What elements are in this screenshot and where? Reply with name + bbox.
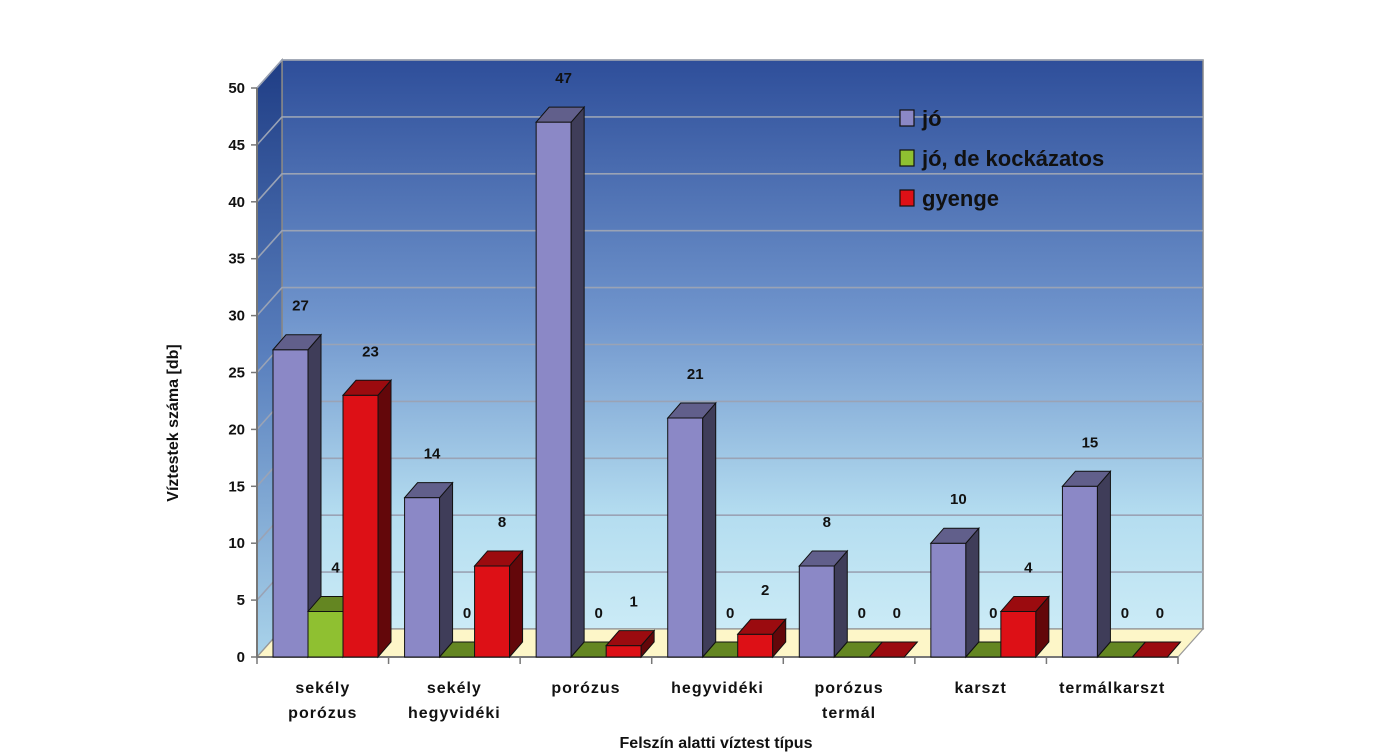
bars <box>271 105 1182 659</box>
y-tick-label: 5 <box>237 592 245 609</box>
y-tick-label: 30 <box>228 308 245 325</box>
y-axis-title: Víztestek száma [db] <box>165 344 182 501</box>
bar-3-top <box>341 379 393 396</box>
data-label: 0 <box>1156 605 1164 622</box>
x-tick-label: termálkarszt <box>1059 680 1165 697</box>
data-label: 0 <box>893 605 901 622</box>
bar-1 <box>1061 485 1098 658</box>
bar-1 <box>535 121 572 658</box>
x-tick-label: hegyvidéki <box>408 705 501 722</box>
legend-swatch <box>899 109 915 127</box>
bar-1-side <box>1096 469 1111 659</box>
bar-1 <box>667 417 704 658</box>
x-tick-label: hegyvidéki <box>671 680 764 697</box>
bar-3-side <box>509 549 524 659</box>
bar-3-top <box>473 550 524 567</box>
bar-1 <box>404 497 441 658</box>
bar-1-side <box>702 401 717 659</box>
data-label: 10 <box>950 491 967 508</box>
bar-1-top <box>1061 470 1112 487</box>
bar-1 <box>272 349 309 658</box>
bar-3-top <box>999 595 1050 612</box>
bar-2 <box>307 610 344 658</box>
bar-1-top <box>798 550 849 567</box>
legend: jó jó, de kockázatos gyenge <box>899 106 1104 211</box>
bar-1-top <box>403 482 454 499</box>
data-label: 0 <box>989 605 997 622</box>
y-tick-label: 25 <box>228 365 245 382</box>
bar-3-top <box>605 630 656 647</box>
x-tick-label: porózus <box>288 705 357 722</box>
data-label: 4 <box>331 559 340 576</box>
bar-3 <box>474 565 511 658</box>
bar-3 <box>605 645 642 658</box>
bar-1-side <box>833 549 848 659</box>
y-tick-label: 10 <box>228 535 245 552</box>
legend-swatch <box>899 149 915 167</box>
y-tick-label: 15 <box>228 478 245 495</box>
bar-3-top <box>868 641 919 658</box>
bar-3 <box>737 633 774 658</box>
gridline <box>256 59 1203 89</box>
gridline <box>256 116 1203 146</box>
x-tick-label: porózus <box>814 680 883 697</box>
data-label: 0 <box>726 605 734 622</box>
legend-label: jó, de kockázatos <box>921 146 1104 171</box>
bar-1-side <box>439 481 454 659</box>
x-tick-label: sekély <box>295 680 350 697</box>
y-tick-label: 45 <box>228 137 245 154</box>
data-label: 2 <box>761 582 769 599</box>
gridline <box>256 286 1203 317</box>
data-labels: 27 4 23 14 0 8 47 0 1 21 0 2 8 0 0 10 0 4 15 0 0 <box>292 70 1164 622</box>
y-tick-label: 50 <box>228 80 245 97</box>
data-label: 0 <box>463 605 471 622</box>
data-label: 1 <box>629 594 637 611</box>
bar-3-side <box>377 378 392 659</box>
data-label: 15 <box>1082 434 1099 451</box>
y-tick-label: 0 <box>237 649 245 666</box>
data-label: 47 <box>555 70 572 87</box>
data-label: 21 <box>687 366 704 383</box>
y-tick-label: 40 <box>228 194 245 211</box>
data-label: 14 <box>424 446 441 463</box>
legend-swatch <box>899 189 915 207</box>
legend-label: gyenge <box>922 186 999 211</box>
data-label: 0 <box>1121 605 1129 622</box>
legend-label: jó <box>921 106 942 131</box>
data-label: 0 <box>858 605 866 622</box>
bar-1-side <box>570 105 585 659</box>
bar-1 <box>798 565 835 658</box>
bar-1-top <box>535 106 586 123</box>
bar-3-top <box>1131 641 1182 658</box>
bar-1-side <box>965 526 980 659</box>
x-tick-label: karszt <box>955 680 1007 697</box>
gridline <box>256 173 1203 203</box>
data-label: 0 <box>594 605 602 622</box>
gridline <box>256 229 1203 260</box>
bar-1-top <box>666 402 717 419</box>
bar-3 <box>342 394 379 658</box>
data-label: 8 <box>823 514 831 531</box>
x-axis-title: Felszín alatti víztest típus <box>620 735 813 752</box>
data-label: 23 <box>362 343 379 360</box>
bar-1-top <box>929 527 980 544</box>
data-label: 8 <box>498 514 506 531</box>
data-label: 4 <box>1024 559 1033 576</box>
bar-1-top <box>271 334 323 351</box>
y-tick-label: 35 <box>228 251 245 268</box>
data-label: 27 <box>292 298 309 315</box>
x-tick-label: termál <box>822 705 876 722</box>
bar-3-top <box>736 618 787 635</box>
x-tick-label: porózus <box>551 680 620 697</box>
y-tick-label: 20 <box>228 421 245 438</box>
bar-1 <box>930 542 967 658</box>
bar-3 <box>1000 610 1037 658</box>
x-tick-label: sekély <box>427 680 482 697</box>
